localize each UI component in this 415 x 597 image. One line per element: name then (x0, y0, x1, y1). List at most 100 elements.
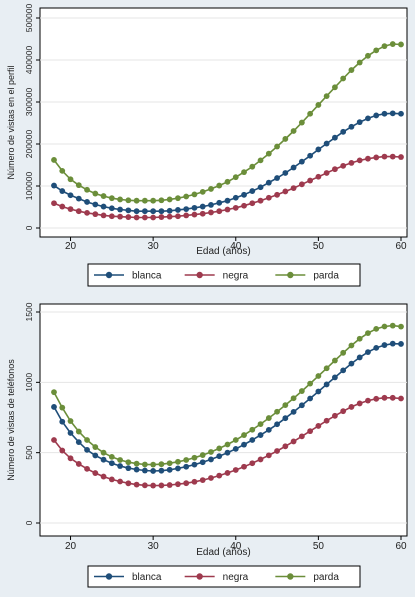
data-point-parda (282, 136, 289, 142)
y-tick-label: 0 (24, 520, 34, 525)
data-point-negra (125, 214, 132, 220)
data-point-negra (348, 160, 355, 166)
data-point-negra (381, 153, 388, 160)
plot-area (39, 303, 408, 537)
data-point-negra (51, 200, 57, 207)
data-point-negra (108, 476, 115, 483)
x-tick-label: 40 (230, 241, 242, 252)
data-point-blanca (298, 402, 305, 409)
data-point-parda (274, 143, 280, 150)
data-point-parda (389, 322, 396, 329)
data-point-blanca (108, 460, 115, 467)
data-point-blanca (332, 374, 338, 381)
data-point-parda (100, 193, 107, 199)
data-point-parda (59, 167, 66, 174)
data-point-parda (133, 460, 140, 467)
data-point-blanca (340, 128, 347, 135)
data-point-parda (191, 191, 198, 198)
data-point-negra (365, 155, 371, 162)
data-point-parda (92, 444, 99, 450)
data-point-blanca (249, 437, 256, 443)
data-point-parda (191, 454, 198, 461)
data-point-parda (208, 449, 214, 455)
data-point-parda (323, 365, 330, 372)
data-point-blanca (290, 164, 297, 171)
data-point-parda (199, 452, 206, 458)
data-point-negra (191, 478, 198, 485)
data-point-blanca (257, 184, 264, 191)
data-point-negra (75, 461, 82, 467)
data-point-blanca (298, 158, 305, 165)
data-point-parda (175, 195, 181, 202)
legend-label: negra (223, 271, 249, 282)
data-point-blanca (216, 199, 223, 206)
data-point-negra (67, 206, 74, 213)
data-point-blanca (365, 349, 371, 355)
data-point-blanca (92, 201, 99, 208)
data-point-blanca (75, 439, 82, 446)
data-point-blanca (265, 426, 272, 433)
data-point-blanca (67, 192, 74, 199)
data-point-blanca (332, 134, 338, 141)
y-tick-label: 500000 (24, 4, 34, 33)
legend-swatch-marker (105, 573, 113, 580)
data-point-negra (356, 157, 363, 164)
legend (87, 263, 361, 287)
data-point-parda (389, 41, 396, 47)
data-point-blanca (232, 445, 239, 452)
data-point-negra (232, 204, 239, 211)
data-point-parda (150, 461, 157, 468)
data-point-blanca (191, 461, 198, 468)
data-point-parda (356, 59, 363, 66)
y-tick-label: 1000 (24, 373, 34, 392)
plot-area (39, 7, 408, 238)
data-point-parda (166, 196, 173, 203)
data-point-negra (59, 447, 66, 454)
data-point-parda (166, 460, 173, 467)
data-point-parda (224, 178, 231, 185)
data-point-negra (150, 214, 157, 221)
data-point-negra (108, 213, 115, 220)
data-point-blanca (199, 203, 206, 210)
data-point-negra (84, 209, 90, 216)
data-point-blanca (381, 342, 388, 348)
data-point-blanca (141, 467, 148, 474)
data-point-negra (84, 465, 90, 472)
data-point-parda (175, 458, 181, 465)
data-point-blanca (249, 188, 256, 194)
data-point-negra (100, 473, 107, 480)
data-point-blanca (398, 110, 404, 117)
data-point-blanca (67, 430, 74, 436)
data-point-blanca (356, 119, 363, 126)
data-point-parda (158, 197, 165, 204)
data-point-blanca (84, 199, 90, 205)
data-point-parda (125, 197, 132, 204)
data-point-parda (117, 457, 123, 463)
data-point-parda (257, 157, 264, 164)
data-point-blanca (166, 207, 173, 214)
data-point-negra (199, 210, 206, 217)
data-point-negra (257, 197, 264, 204)
x-axis-label: Edad (años) (196, 246, 250, 257)
data-point-negra (298, 181, 305, 188)
data-point-parda (158, 461, 165, 468)
data-point-parda (348, 67, 355, 73)
data-point-blanca (241, 191, 247, 198)
data-point-parda (290, 395, 297, 402)
data-point-negra (117, 478, 123, 485)
data-point-parda (51, 389, 57, 396)
data-point-blanca (59, 418, 66, 425)
data-point-negra (191, 211, 198, 218)
data-point-parda (199, 188, 206, 195)
data-point-blanca (108, 205, 115, 212)
y-tick-label: 0 (24, 225, 34, 230)
data-point-blanca (274, 175, 280, 181)
data-point-negra (398, 395, 404, 402)
data-point-parda (265, 415, 272, 421)
data-point-parda (232, 437, 239, 443)
data-point-negra (175, 481, 181, 488)
data-point-negra (315, 423, 322, 429)
x-tick-label: 20 (65, 241, 77, 252)
data-point-blanca (315, 146, 322, 153)
data-point-negra (298, 433, 305, 440)
